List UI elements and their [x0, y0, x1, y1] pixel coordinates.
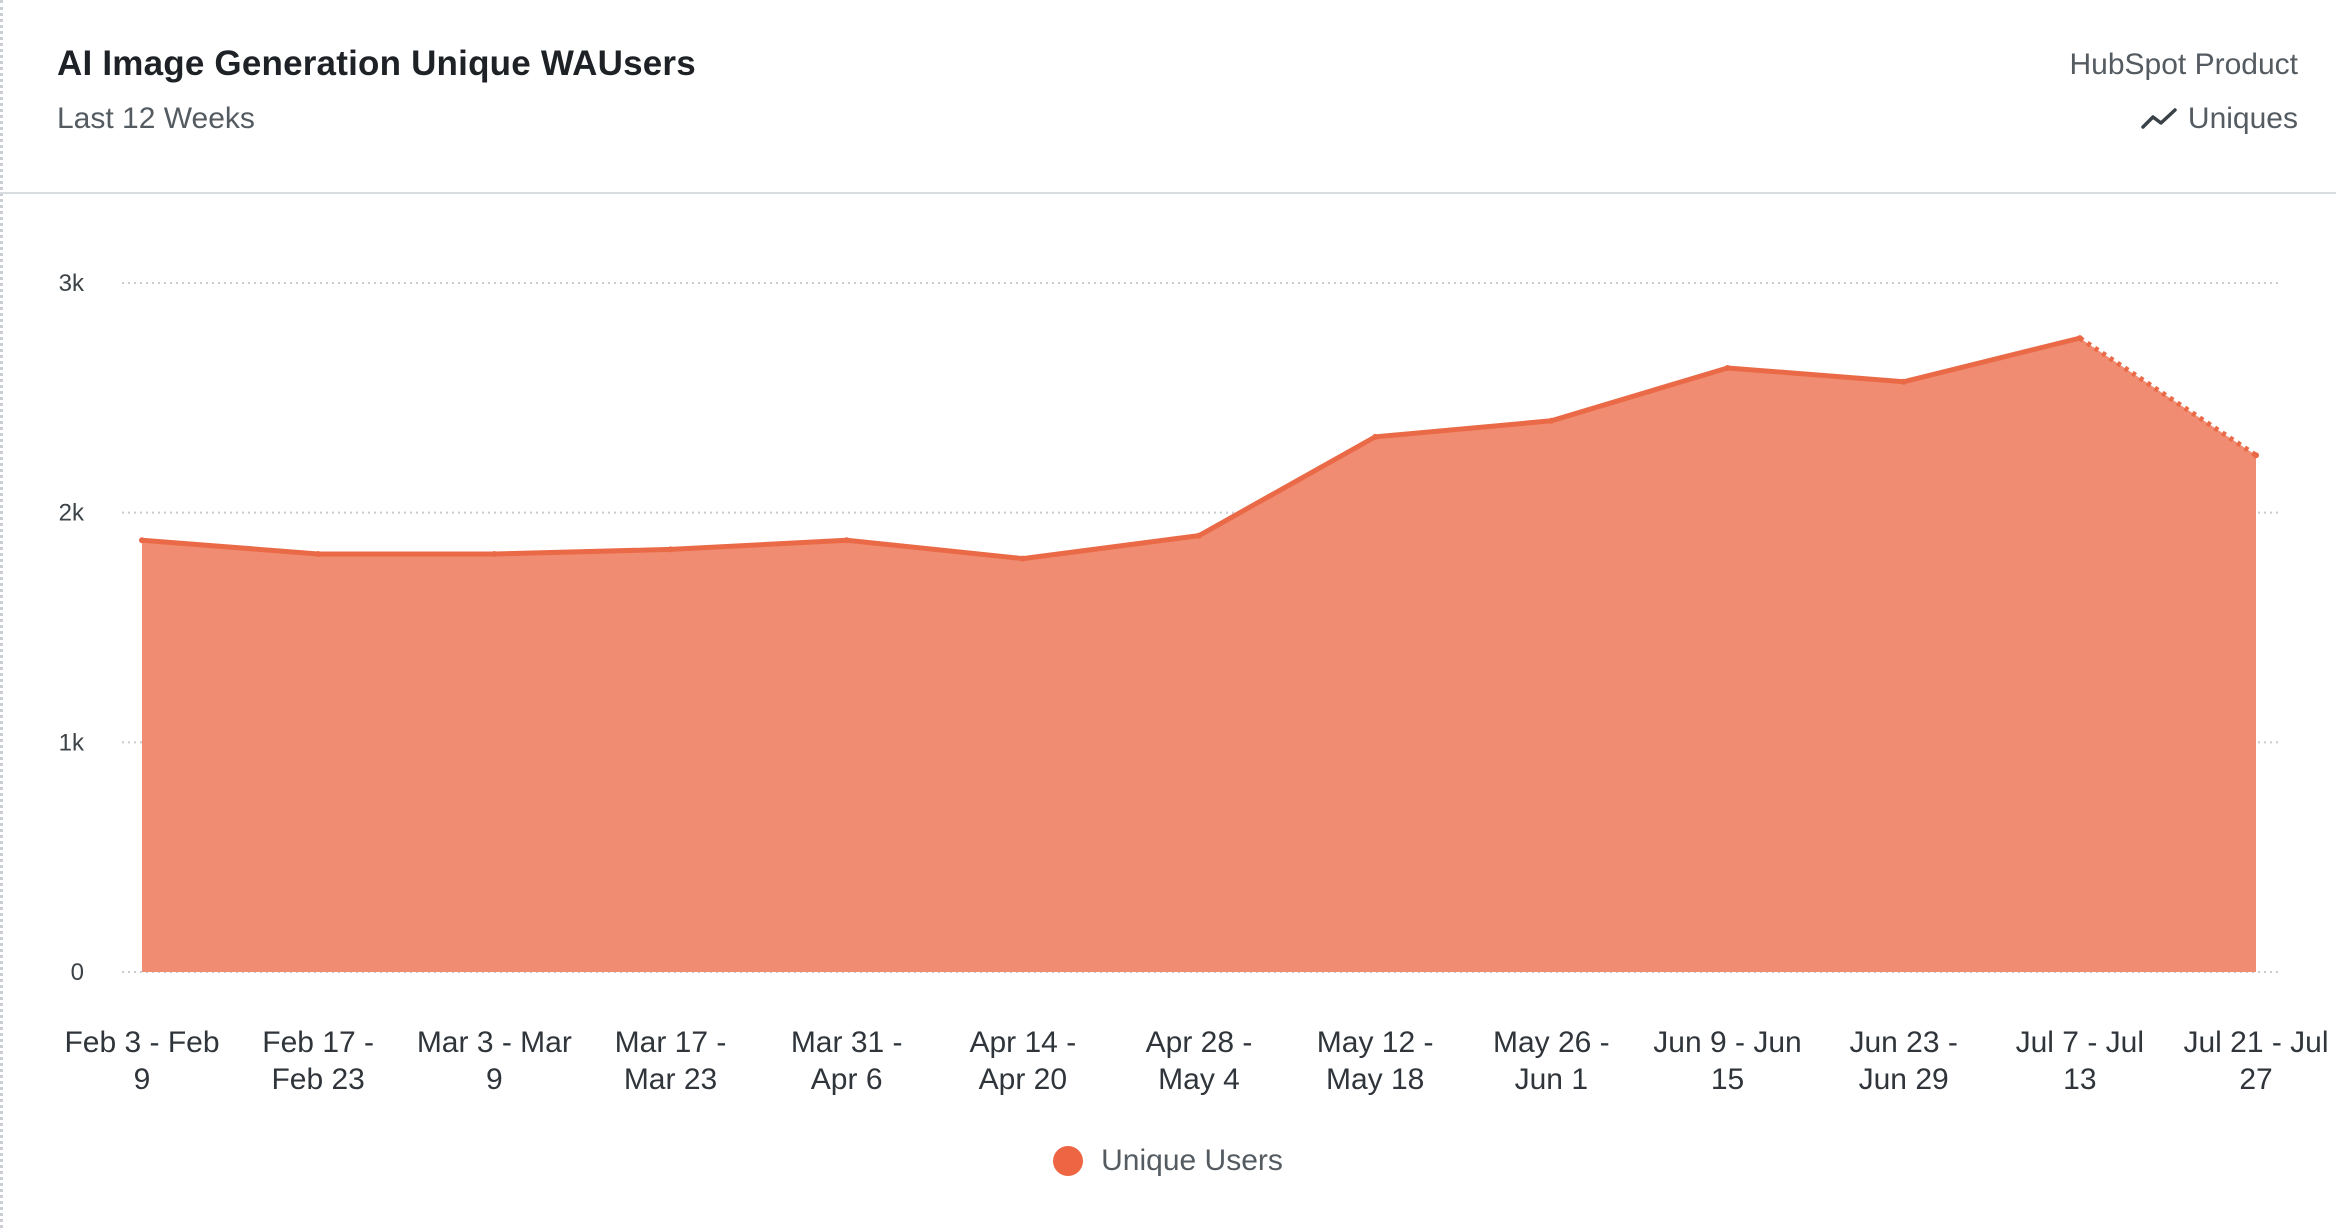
card-left-edge — [0, 0, 4, 1228]
x-tick-label-7: May 12 -May 18 — [1317, 1026, 1434, 1096]
x-tick-label-8: May 26 -Jun 1 — [1493, 1026, 1610, 1096]
metric-label: Uniques — [2187, 102, 2298, 135]
project-name: HubSpot Product — [2069, 48, 2298, 81]
chart-subtitle: Last 12 Weeks — [57, 102, 255, 135]
data-point-3 — [667, 546, 674, 553]
y-tick-label-2k: 2k — [59, 500, 85, 527]
x-axis: Feb 3 - Feb 9 Feb 17 -Feb 23 Mar 3 - Mar 9 Ma… — [64, 1026, 2328, 1096]
data-point-4 — [843, 537, 850, 544]
data-point-2 — [491, 551, 498, 558]
x-tick-label-9: Jun 9 - Jun 15 — [1653, 1026, 1801, 1096]
x-tick-label-11: Jul 7 - Jul 13 — [2016, 1026, 2144, 1096]
area-fill-unique-users — [142, 338, 2256, 972]
data-point-0 — [139, 537, 145, 544]
x-tick-label-5: Apr 14 -Apr 20 — [969, 1026, 1076, 1096]
x-tick-label-0: Feb 3 - Feb 9 — [64, 1026, 219, 1096]
data-point-1 — [315, 551, 322, 558]
x-tick-label-6: Apr 28 -May 4 — [1146, 1026, 1253, 1096]
chart-title[interactable]: AI Image Generation Unique WAUsers — [57, 44, 696, 83]
data-point-12 — [2253, 452, 2259, 459]
y-tick-label-0: 0 — [71, 959, 84, 986]
data-point-8 — [1548, 417, 1555, 424]
data-point-7 — [1372, 433, 1379, 440]
x-tick-label-2: Mar 3 - Mar 9 — [417, 1026, 572, 1096]
legend-label-unique-users: Unique Users — [1101, 1144, 1283, 1177]
data-point-6 — [1196, 532, 1202, 539]
data-point-10 — [1900, 378, 1907, 385]
y-tick-label-1k: 1k — [59, 729, 85, 756]
legend[interactable]: Unique Users — [0, 1144, 2336, 1178]
chart-header: AI Image Generation Unique WAUsers Last … — [0, 0, 2336, 194]
x-tick-label-1: Feb 17 -Feb 23 — [262, 1026, 374, 1096]
x-tick-label-10: Jun 23 -Jun 29 — [1849, 1026, 1957, 1096]
x-tick-label-12: Jul 21 - Jul 27 — [2183, 1026, 2328, 1096]
area-chart: 0 1k 2k 3k Feb 3 - Feb 9 Feb 17 -Feb 23 Mar 3 … — [59, 270, 2329, 1096]
metric-selector[interactable]: Uniques — [2140, 102, 2298, 136]
data-point-11 — [2076, 335, 2083, 342]
data-point-9 — [1724, 364, 1731, 371]
x-tick-label-4: Mar 31 -Apr 6 — [791, 1026, 903, 1096]
x-tick-label-3: Mar 17 -Mar 23 — [615, 1026, 727, 1096]
legend-swatch-unique-users — [1053, 1146, 1084, 1176]
y-axis: 0 1k 2k 3k — [59, 270, 85, 986]
data-point-5 — [1019, 555, 1026, 562]
area-layer — [139, 335, 2259, 972]
y-tick-label-3k: 3k — [59, 270, 85, 297]
line-chart-icon — [2140, 107, 2178, 131]
series-line-unique-users — [139, 335, 2083, 562]
